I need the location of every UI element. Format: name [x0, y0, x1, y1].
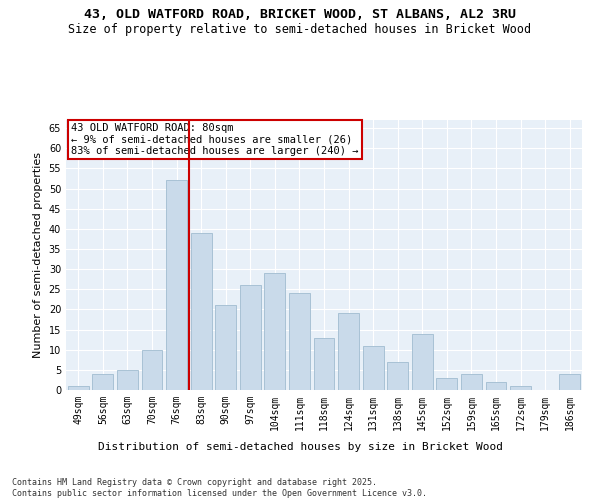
Bar [338, 314, 359, 390]
Bar [510, 386, 531, 390]
Bar [314, 338, 334, 390]
Text: Contains HM Land Registry data © Crown copyright and database right 2025.
Contai: Contains HM Land Registry data © Crown c… [12, 478, 427, 498]
Bar [436, 378, 457, 390]
Text: 43 OLD WATFORD ROAD: 80sqm
← 9% of semi-detached houses are smaller (26)
83% of : 43 OLD WATFORD ROAD: 80sqm ← 9% of semi-… [71, 122, 359, 156]
Bar [92, 374, 113, 390]
Text: Distribution of semi-detached houses by size in Bricket Wood: Distribution of semi-detached houses by … [97, 442, 503, 452]
Bar [117, 370, 138, 390]
Bar [240, 285, 261, 390]
Y-axis label: Number of semi-detached properties: Number of semi-detached properties [33, 152, 43, 358]
Text: Size of property relative to semi-detached houses in Bricket Wood: Size of property relative to semi-detach… [68, 22, 532, 36]
Bar [387, 362, 408, 390]
Bar [191, 233, 212, 390]
Text: 43, OLD WATFORD ROAD, BRICKET WOOD, ST ALBANS, AL2 3RU: 43, OLD WATFORD ROAD, BRICKET WOOD, ST A… [84, 8, 516, 20]
Bar [289, 294, 310, 390]
Bar [215, 306, 236, 390]
Bar [166, 180, 187, 390]
Bar [265, 273, 286, 390]
Bar [461, 374, 482, 390]
Bar [485, 382, 506, 390]
Bar [68, 386, 89, 390]
Bar [142, 350, 163, 390]
Bar [362, 346, 383, 390]
Bar [559, 374, 580, 390]
Bar [412, 334, 433, 390]
